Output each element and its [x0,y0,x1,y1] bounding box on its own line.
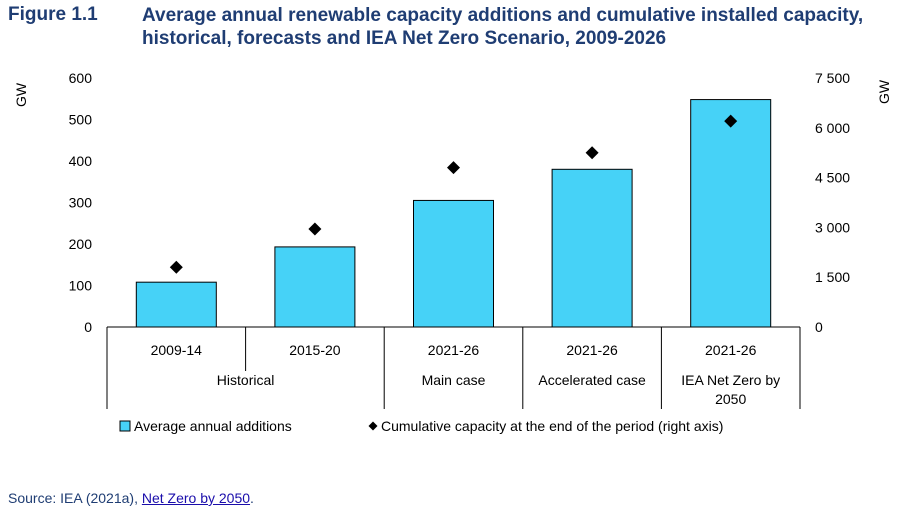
diamond-marker [724,114,738,128]
x-tick-label: 2015-20 [289,342,341,358]
chart: 0 100 200 300 400 500 600 0 1 500 3 000 4 500 6 000… [13,70,892,434]
x-tick-label: 2009-14 [151,342,203,358]
y-tick-label: 400 [69,153,93,169]
x-tick-label: 2021-26 [566,342,618,358]
y2-tick-label: 7 500 [815,70,850,86]
bar [274,246,356,328]
y2-tick-label: 6 000 [815,120,850,136]
bar [690,99,772,328]
y2-tick-label: 1 500 [815,269,850,285]
bar [135,281,217,328]
group-label: Accelerated case [538,372,646,388]
y-tick-label: 200 [69,236,93,252]
y2-axis-title: GW [876,79,892,104]
diamond-marker [308,222,322,236]
y2-tick-label: 0 [815,319,823,335]
group-label: Main case [422,372,486,388]
legend-swatch-diamond [368,421,378,431]
y-axis-title: GW [13,82,29,107]
diamond-marker [447,161,460,175]
source-note: Source: IEA (2021a), Net Zero by 2050. [8,490,254,506]
figure-title: Average annual renewable capacity additi… [142,5,864,49]
legend-label-bars: Average annual additions [134,418,292,434]
y-tick-label: 0 [84,319,92,335]
x-tick-label: 2021-26 [428,342,480,358]
legend-label-diamond: Cumulative capacity at the end of the pe… [381,418,723,434]
x-tick-label: 2021-26 [705,342,757,358]
y-tick-label: 300 [69,195,93,211]
y2-tick-label: 3 000 [815,219,850,235]
source-prefix: Source: IEA (2021a), [8,490,142,506]
source-suffix: . [250,490,254,506]
group-label: IEA Net Zero by 2050 [681,372,780,407]
bar [413,199,494,328]
y-tick-label: 100 [69,278,93,294]
diamond-marker [585,146,599,160]
bar [551,168,633,328]
figure-label: Figure 1.1 [8,4,98,25]
y-tick-label: 600 [69,70,93,86]
y-tick-label: 500 [69,112,93,128]
source-link[interactable]: Net Zero by 2050 [141,490,251,506]
legend-swatch-bars [119,420,131,432]
group-label: Historical [217,372,275,388]
diamond-marker [169,260,183,274]
y2-tick-label: 4 500 [815,170,850,186]
